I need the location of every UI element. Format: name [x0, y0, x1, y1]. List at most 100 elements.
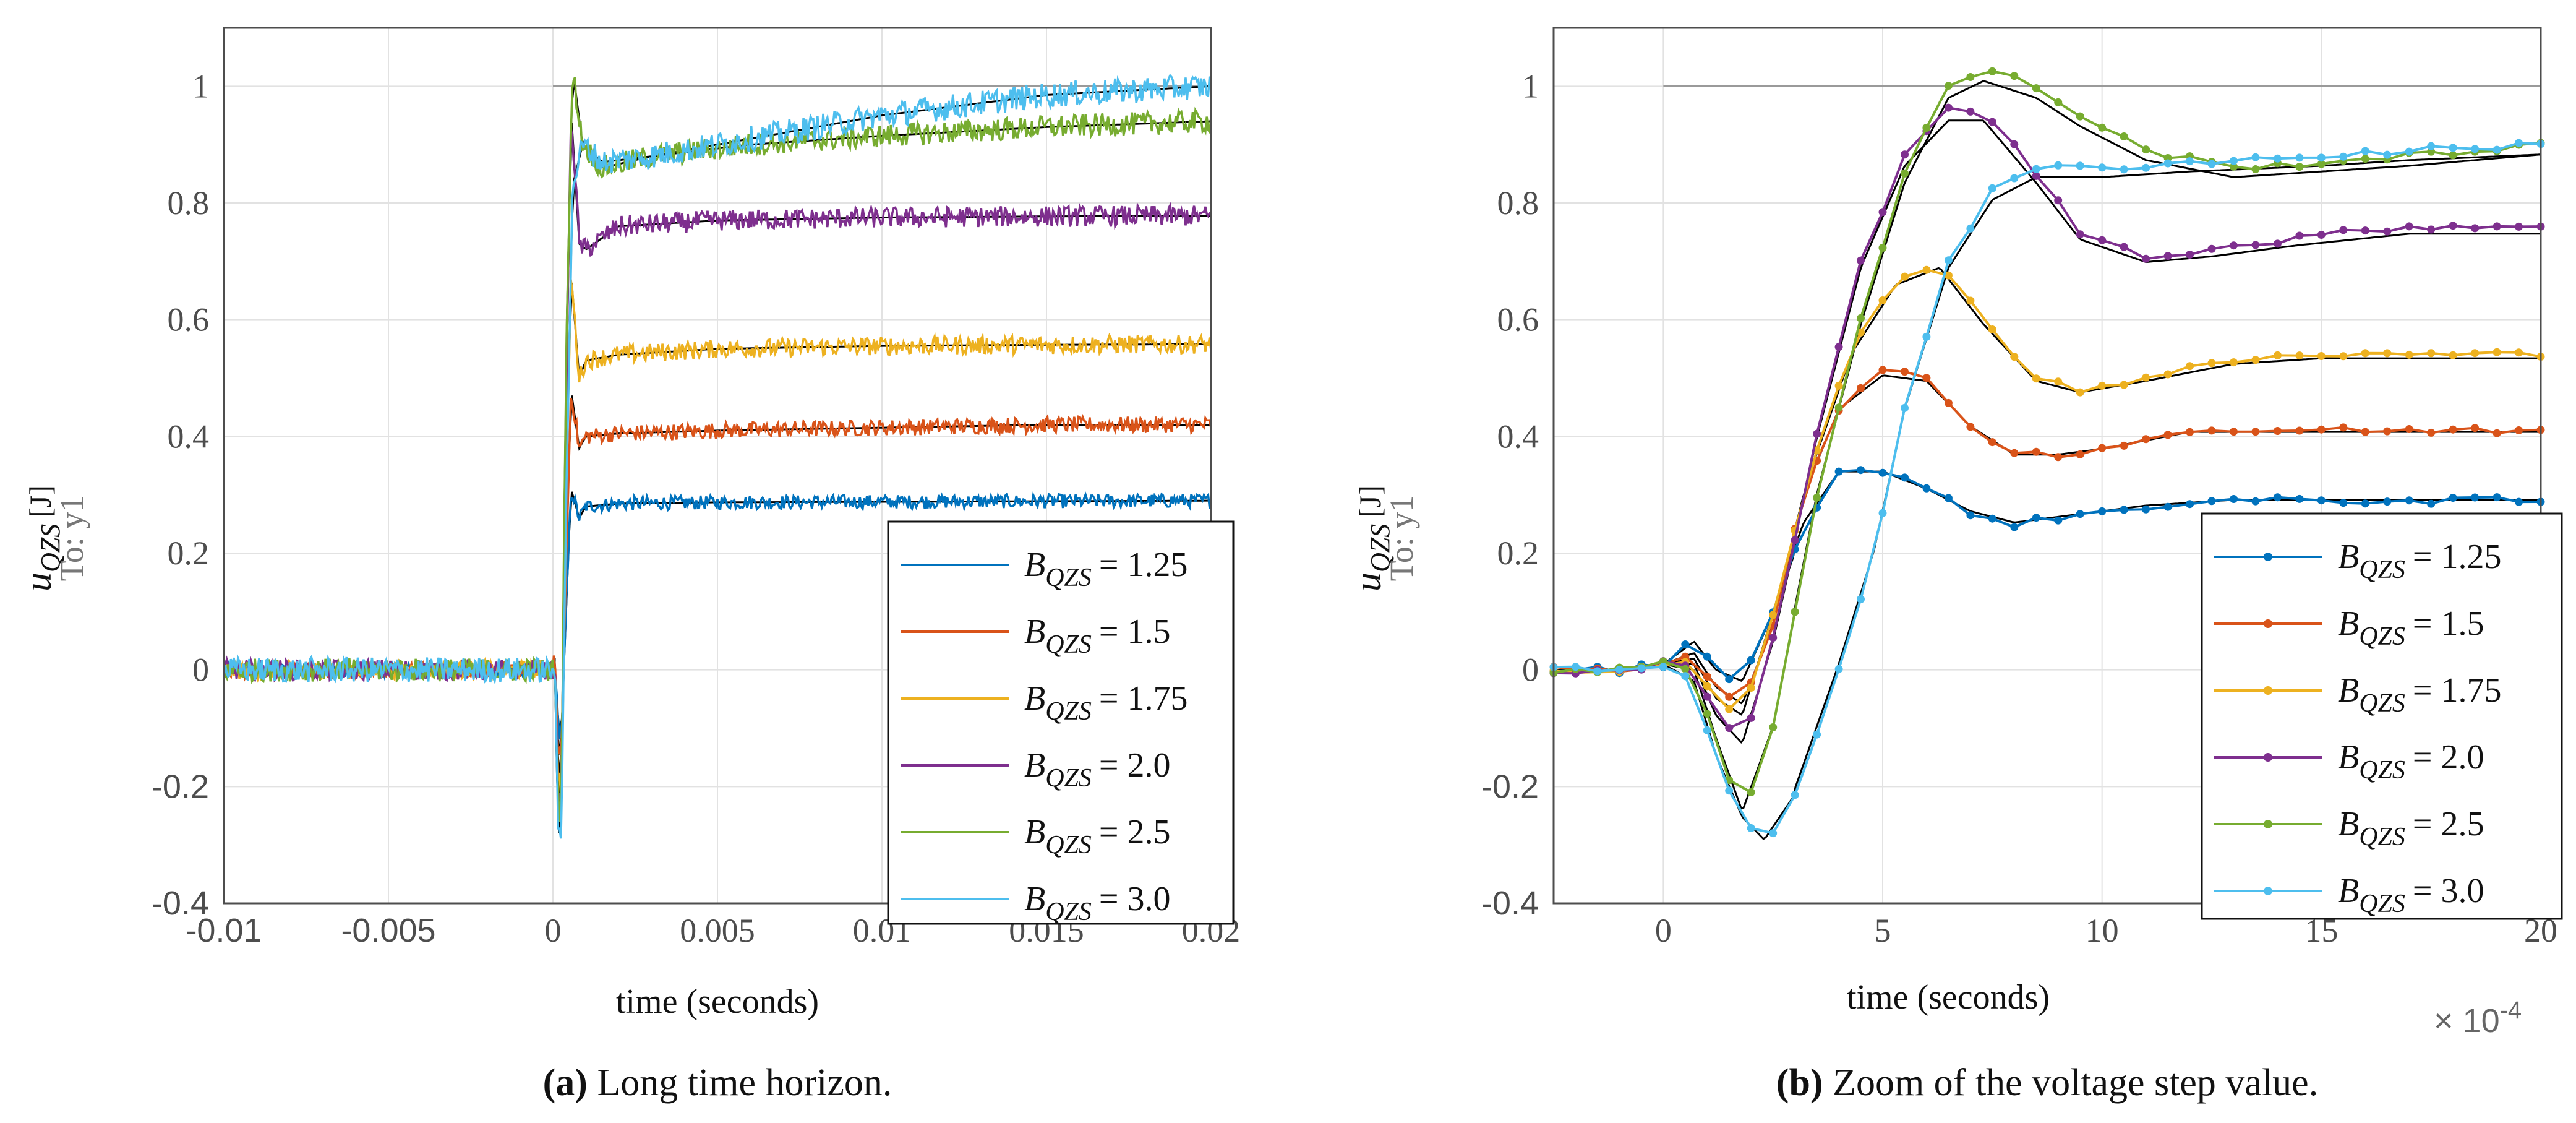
y-label-sub-b: QZS [1365, 524, 1395, 572]
series-point-3 [2010, 353, 2019, 361]
series-point-5 [1769, 723, 1778, 731]
x-tick-label: 0 [1655, 912, 1672, 949]
series-point-5 [2295, 163, 2304, 171]
series-point-6 [2295, 153, 2304, 162]
series-point-1 [2515, 497, 2523, 506]
series-point-3 [1769, 611, 1778, 619]
series-point-4 [2471, 224, 2480, 233]
series-point-5 [1703, 710, 1711, 718]
series-point-3 [2515, 348, 2523, 357]
series-point-2 [2361, 428, 2369, 436]
series-point-6 [1615, 665, 1624, 674]
series-point-4 [2449, 222, 2457, 230]
series-point-4 [2032, 171, 2040, 180]
series-point-1 [1834, 467, 1843, 476]
series-lines-b [1549, 67, 2545, 838]
legend-label-3: BQZS = 1.75 [2338, 671, 2502, 718]
series-point-2 [2339, 423, 2348, 432]
series-point-6 [1922, 332, 1931, 341]
series-point-6 [1944, 256, 1953, 265]
x-tick-label: -0.005 [341, 912, 435, 949]
series-point-1 [2405, 496, 2413, 505]
series-point-2 [1857, 384, 1865, 392]
series-point-3 [2339, 352, 2348, 361]
svg-text:uQZS[J]: uQZS [J] [17, 485, 66, 592]
series-point-4 [1725, 724, 1734, 733]
series-point-5 [2361, 155, 2369, 163]
series-point-4 [1944, 103, 1953, 112]
series-point-5 [2032, 84, 2040, 93]
series-point-2 [2186, 428, 2194, 436]
series-point-5 [2098, 123, 2107, 132]
series-point-2 [2251, 428, 2260, 436]
series-point-5 [2076, 112, 2084, 121]
series-point-6 [1769, 829, 1778, 838]
series-point-4 [1988, 118, 1996, 126]
x-axis-exponent-b: × 10-4 [2434, 997, 2522, 1039]
y-label-main-a: u [17, 572, 59, 592]
series-point-4 [1813, 429, 1821, 438]
series-point-4 [2493, 222, 2501, 231]
y-tick-label: 0.6 [168, 301, 210, 338]
series-point-6 [2405, 147, 2413, 156]
series-point-1 [1901, 473, 1909, 482]
y-tick-label: -0.4 [1481, 885, 1539, 922]
series-point-1 [2251, 497, 2260, 506]
series-point-3 [2317, 352, 2326, 360]
series-point-2 [2120, 441, 2128, 450]
series-point-6 [2471, 145, 2480, 153]
series-point-5 [2449, 151, 2457, 160]
series-point-2 [2383, 427, 2392, 436]
y-axis-label-a: uQZS [J] To: y1 [17, 485, 90, 592]
series-line-5 [1553, 70, 2541, 794]
series-point-4 [2186, 251, 2194, 259]
series-point-6 [2449, 144, 2457, 152]
legend-label-6: BQZS = 3.0 [2338, 872, 2484, 918]
caption-b-text: Zoom of the voltage step value. [1823, 1062, 2319, 1104]
y-label-unit-b: [J] [1353, 485, 1387, 518]
series-point-6 [2010, 174, 2019, 183]
series-point-3 [1944, 271, 1953, 280]
x-tick-labels-b: 0 5 10 15 20 [1655, 912, 2557, 949]
series-point-5 [1901, 169, 1909, 178]
series-point-6 [2098, 163, 2107, 172]
caption-a: (a) Long time horizon. [543, 1062, 892, 1104]
y-label-output-a: To: y1 [53, 496, 90, 582]
series-point-1 [1922, 484, 1931, 493]
y-tick-label: 0.8 [168, 184, 210, 222]
x-tick-label: 0 [545, 912, 562, 949]
series-point-5 [2010, 72, 2019, 80]
series-point-5 [2120, 132, 2128, 140]
series-point-6 [2361, 147, 2369, 155]
series-point-6 [2493, 145, 2501, 154]
series-point-2 [2010, 449, 2019, 457]
series-line-6 [1553, 142, 2541, 835]
series-point-4 [1878, 208, 1887, 217]
y-tick-label: 0.2 [1497, 535, 1539, 572]
series-point-4 [2251, 241, 2260, 249]
series-point-1 [2230, 495, 2238, 503]
series-point-4 [2273, 239, 2282, 248]
y-tick-label: 0.8 [1497, 184, 1539, 222]
series-point-4 [2054, 196, 2063, 205]
series-point-3 [1922, 265, 1931, 274]
series-point-2 [2054, 453, 2063, 462]
series-line-1 [1553, 468, 2541, 681]
series-point-4 [2427, 225, 2436, 234]
series-point-3 [2273, 351, 2282, 359]
series-point-3 [1901, 272, 1909, 281]
series-point-2 [2076, 450, 2084, 458]
series-line-6 [223, 73, 1212, 839]
legend-label-6: BQZS = 3.0 [1024, 880, 1171, 926]
series-point-4 [2010, 140, 2019, 148]
series-point-1 [1857, 466, 1865, 475]
series-point-4 [2515, 222, 2523, 231]
series-point-2 [2317, 425, 2326, 434]
series-point-4 [2120, 243, 2128, 251]
series-point-1 [2054, 516, 2063, 525]
x-tick-label: -0.01 [186, 912, 262, 949]
y-label-main-b: u [1347, 572, 1389, 592]
y-tick-label: -0.4 [152, 885, 209, 922]
series-point-1 [1747, 656, 1755, 665]
legend-b: BQZS = 1.25 BQZS = 1.5 BQZS = 1.75 BQZS = 2.0 BQ… [2201, 512, 2563, 920]
